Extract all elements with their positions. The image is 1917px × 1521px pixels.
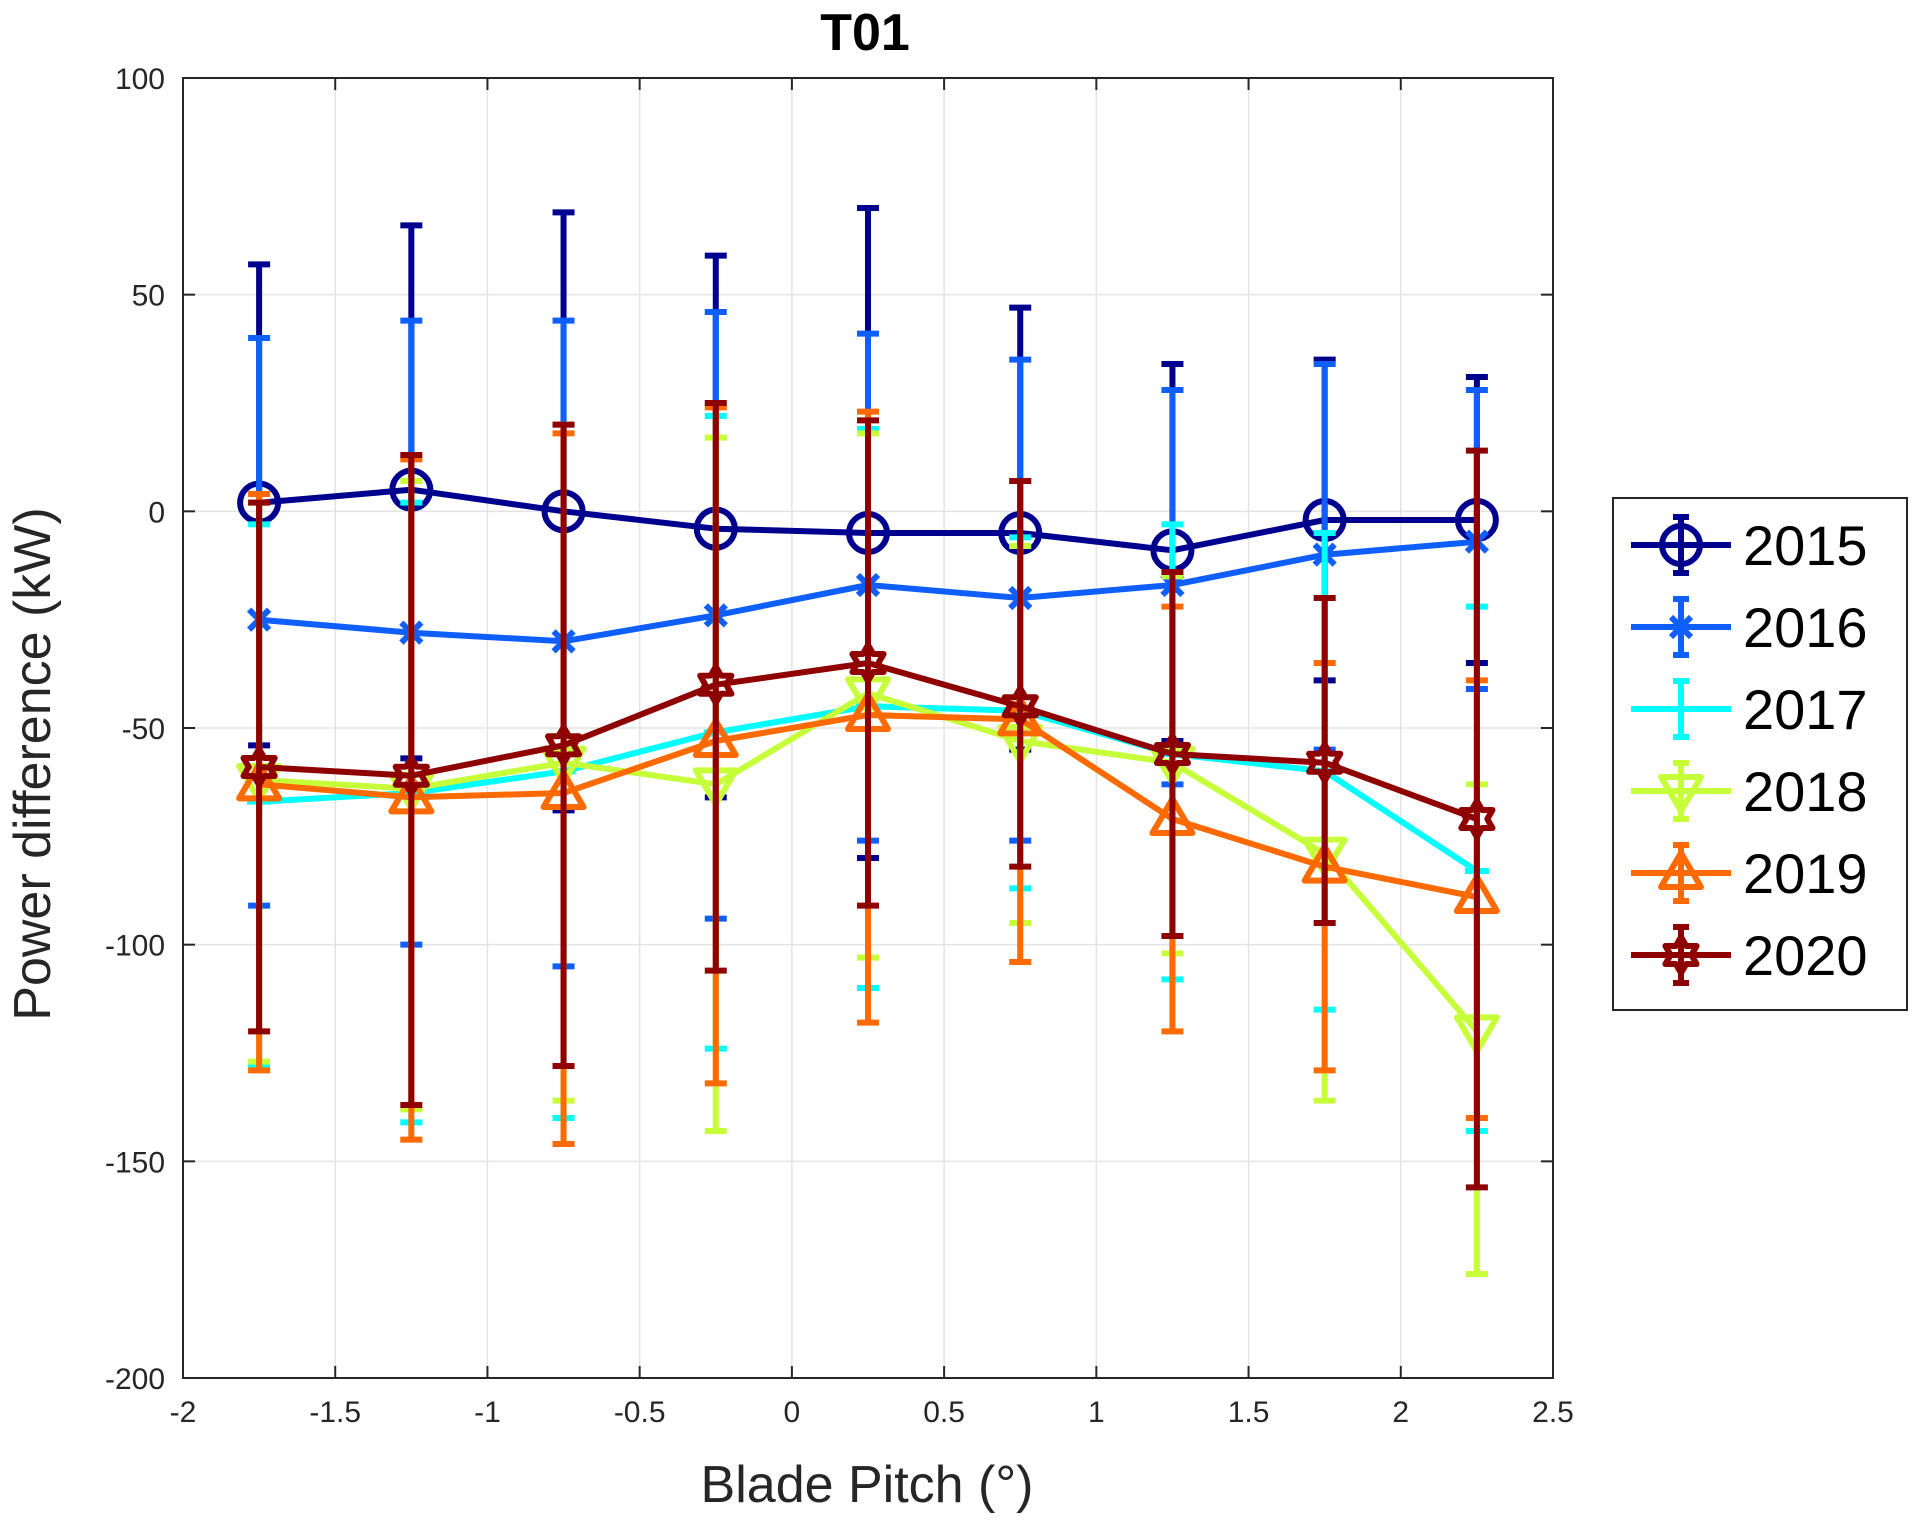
data-point bbox=[1306, 741, 1344, 784]
x-tick-label: 0.5 bbox=[923, 1396, 965, 1429]
data-point bbox=[240, 746, 278, 788]
y-tick-label: -150 bbox=[105, 1146, 165, 1179]
data-point bbox=[1153, 733, 1191, 775]
y-axis-label: Power difference (kW) bbox=[4, 507, 62, 1020]
legend-marker bbox=[1658, 850, 1704, 890]
data-point bbox=[697, 663, 735, 706]
series-2020 bbox=[240, 400, 1496, 1191]
x-tick-label: 2.5 bbox=[1532, 1396, 1574, 1429]
series-layer bbox=[236, 205, 1500, 1277]
legend-item-2017[interactable]: 2017 bbox=[1631, 678, 1868, 741]
y-tick-label: 0 bbox=[148, 496, 165, 529]
y-tick-label: -100 bbox=[105, 930, 165, 963]
x-tick-label: -1 bbox=[474, 1396, 501, 1429]
legend-item-2018[interactable]: 2018 bbox=[1631, 760, 1868, 823]
chart-title: T01 bbox=[820, 4, 910, 62]
x-tick-label: 2 bbox=[1392, 1396, 1409, 1429]
legend-marker bbox=[1662, 934, 1700, 976]
x-axis-label: Blade Pitch (°) bbox=[701, 1456, 1034, 1514]
legend-label: 2017 bbox=[1743, 678, 1868, 741]
data-point bbox=[1001, 685, 1039, 728]
x-tick-label: -1.5 bbox=[309, 1396, 361, 1429]
y-axis-ticks: 100 50 0 -50 -100 -150 -200 bbox=[105, 63, 1553, 1396]
legend-box bbox=[1612, 497, 1908, 1011]
legend[interactable]: 2015 2016 2017 2018 2019 2020 bbox=[1612, 497, 1908, 1011]
legend-marker bbox=[1668, 614, 1694, 640]
data-point bbox=[1458, 798, 1496, 840]
legend-marker bbox=[1669, 697, 1693, 721]
legend-label: 2015 bbox=[1743, 514, 1868, 577]
legend-item-2016[interactable]: 2016 bbox=[1631, 596, 1868, 659]
data-point bbox=[392, 754, 430, 797]
error-bar bbox=[400, 452, 423, 1108]
y-tick-label: 100 bbox=[115, 63, 165, 96]
x-tick-label: 0 bbox=[784, 1396, 801, 1429]
x-axis-ticks: -2 -1.5 -1 -0.5 0 0.5 1 1.5 2 2.5 bbox=[170, 78, 1574, 1429]
data-point bbox=[849, 642, 887, 684]
y-tick-label: -200 bbox=[105, 1363, 165, 1396]
legend-item-2020[interactable]: 2020 bbox=[1631, 924, 1868, 987]
legend-label: 2018 bbox=[1743, 760, 1868, 823]
y-tick-label: 50 bbox=[132, 280, 165, 313]
legend-item-2015[interactable]: 2015 bbox=[1631, 514, 1868, 577]
x-tick-label: 1.5 bbox=[1228, 1396, 1270, 1429]
legend-label: 2020 bbox=[1743, 924, 1868, 987]
error-bar bbox=[1009, 478, 1032, 870]
legend-label: 2016 bbox=[1743, 596, 1868, 659]
x-tick-label: -0.5 bbox=[614, 1396, 666, 1429]
legend-label: 2019 bbox=[1743, 842, 1868, 905]
legend-marker bbox=[1658, 774, 1704, 814]
x-tick-label: 1 bbox=[1088, 1396, 1105, 1429]
data-point bbox=[545, 724, 583, 767]
legend-item-2019[interactable]: 2019 bbox=[1631, 842, 1868, 905]
y-tick-label: -50 bbox=[122, 713, 165, 746]
x-tick-label: -2 bbox=[170, 1396, 197, 1429]
series-line bbox=[258, 660, 1478, 822]
legend-marker bbox=[1659, 523, 1703, 567]
